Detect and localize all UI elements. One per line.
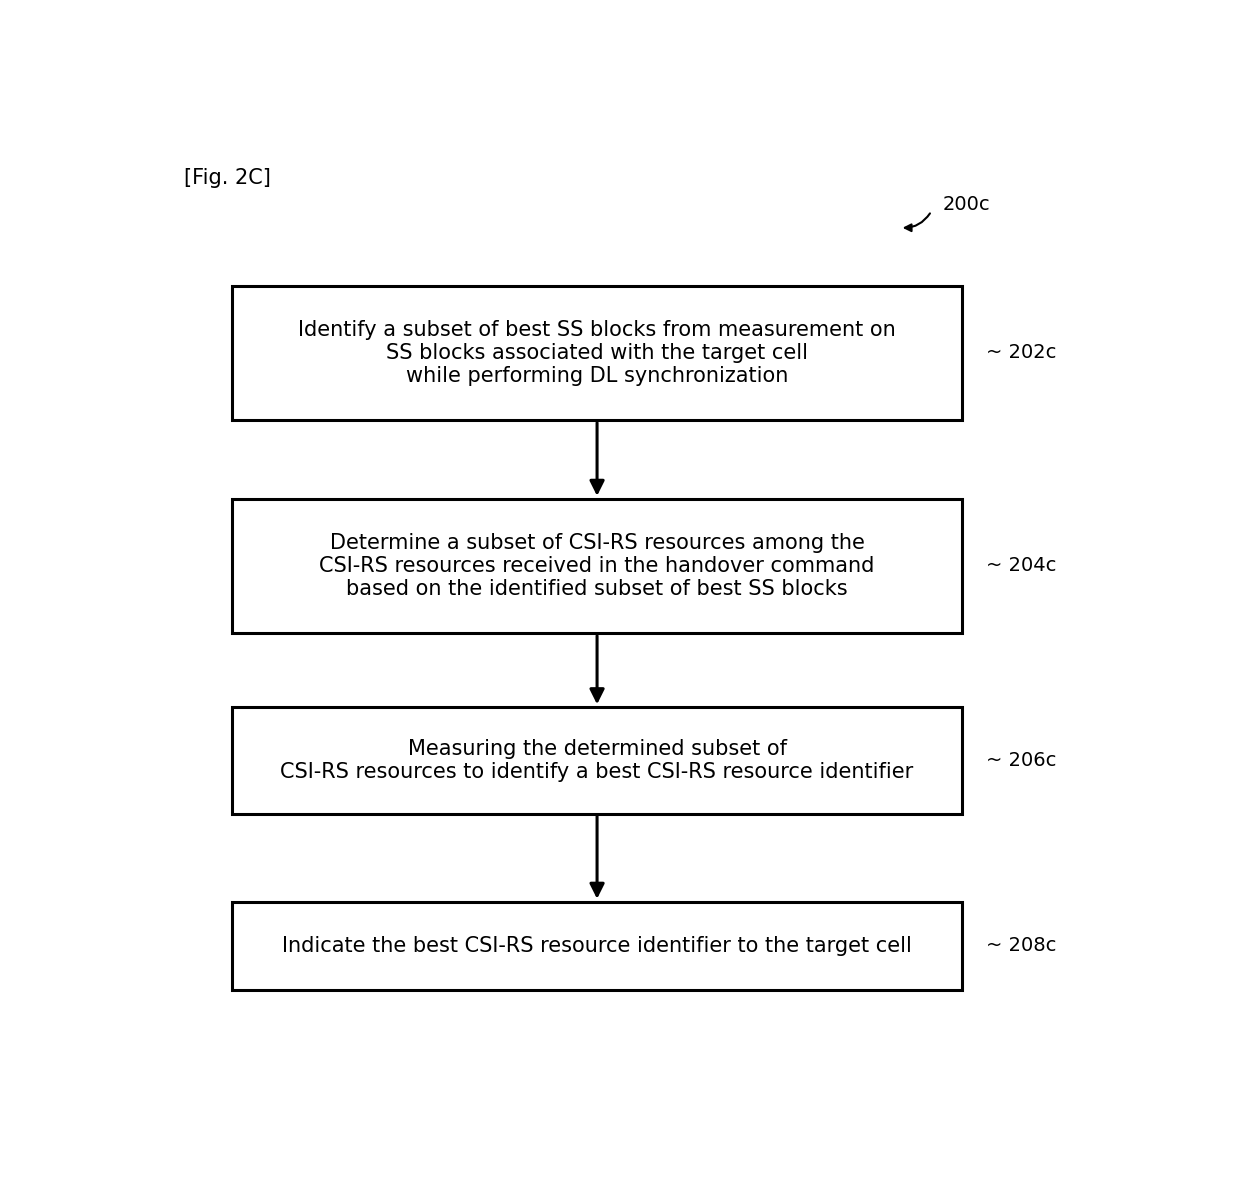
Text: Measuring the determined subset of
CSI-RS resources to identify a best CSI-RS re: Measuring the determined subset of CSI-R…: [280, 739, 914, 782]
Bar: [232, 499, 962, 633]
Text: Determine a subset of CSI-RS resources among the
CSI-RS resources received in th: Determine a subset of CSI-RS resources a…: [320, 533, 874, 599]
Bar: [232, 901, 962, 990]
Text: ~ 202c: ~ 202c: [986, 343, 1056, 362]
Text: Indicate the best CSI-RS resource identifier to the target cell: Indicate the best CSI-RS resource identi…: [283, 936, 911, 955]
Text: ~ 208c: ~ 208c: [986, 936, 1056, 955]
Text: ~ 206c: ~ 206c: [986, 751, 1056, 770]
Bar: [232, 285, 962, 420]
Text: [Fig. 2C]: [Fig. 2C]: [184, 167, 270, 188]
Bar: [232, 707, 962, 813]
Text: 200c: 200c: [942, 195, 991, 214]
Text: Identify a subset of best SS blocks from measurement on
SS blocks associated wit: Identify a subset of best SS blocks from…: [298, 320, 897, 386]
Text: ~ 204c: ~ 204c: [986, 556, 1056, 575]
